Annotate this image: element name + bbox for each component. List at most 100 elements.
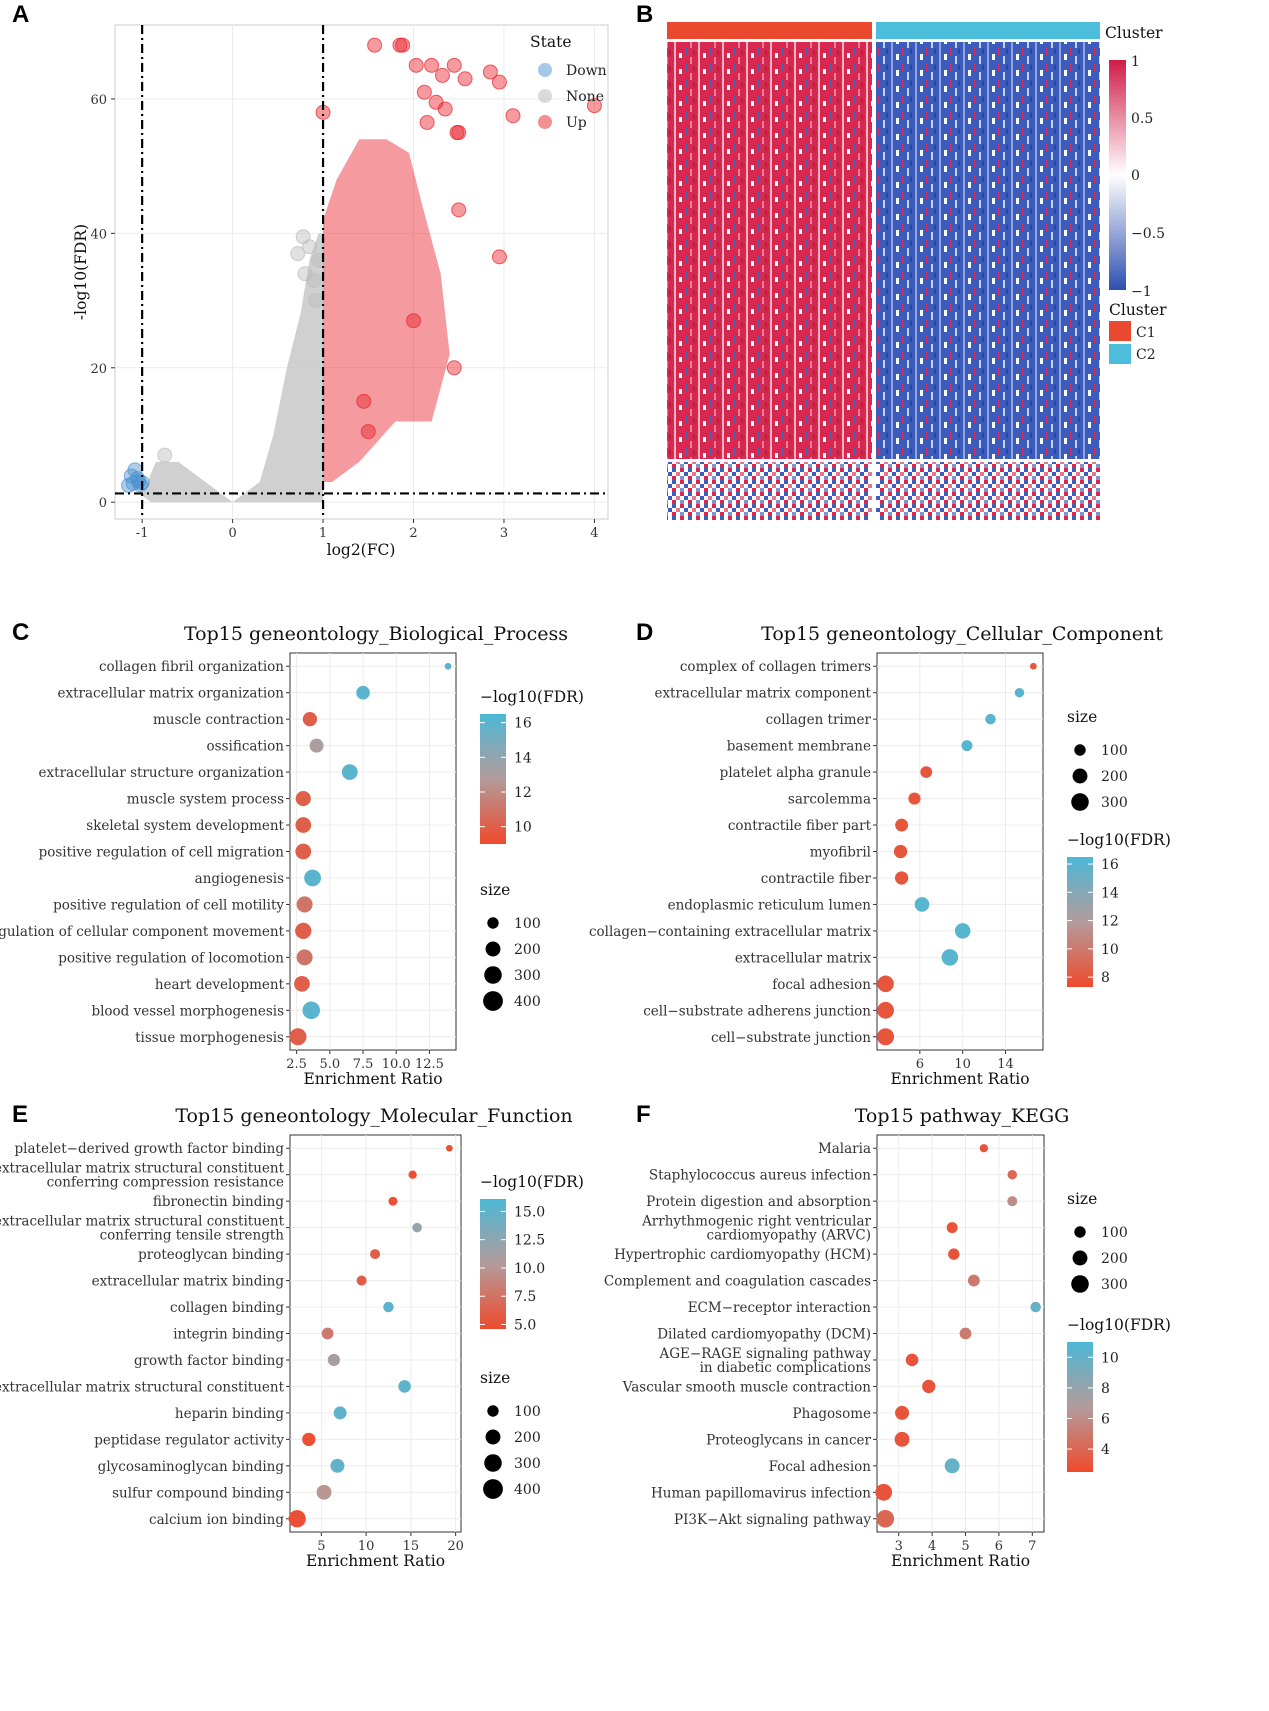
volcano-point-up (482, 64, 498, 80)
fdr-legend-tick: 15.0 (514, 1204, 545, 1220)
dotplot-point (967, 1274, 980, 1287)
dotplot-point (370, 1249, 381, 1260)
dotplot-category-label: cell−substrate junction (711, 1030, 871, 1046)
dotplot-x-tick: 5 (961, 1539, 969, 1554)
fdr-legend-title: −log10(FDR) (1067, 1316, 1171, 1334)
dotplot-category-label: proteoglycan binding (138, 1247, 284, 1263)
volcano-point-up (491, 74, 507, 90)
volcano-point-none (157, 447, 173, 463)
dotplot-category-label: Complement and coagulation cascades (604, 1274, 871, 1290)
dotplot-category-label: muscle system process (127, 792, 284, 808)
size-legend-dot (1071, 793, 1089, 811)
dotplot-category-label: contractile fiber part (728, 818, 872, 834)
legend-down-label: Down (566, 63, 607, 79)
panel-letter-a: A (12, 1, 29, 28)
dotplot-category-label: heparin binding (175, 1406, 284, 1422)
volcano-legend-title: State (530, 33, 572, 51)
dotplot-point (304, 869, 321, 887)
dotplot-category-label: Phagosome (793, 1406, 871, 1422)
dotplot-category-label: Arrhythmogenic right ventricular cardiomy… (641, 1214, 871, 1244)
dotplot-point (296, 896, 313, 913)
heatmap-scale-tick: −1 (1131, 284, 1152, 300)
dotplot-point (877, 1001, 894, 1019)
dotplot-title: Top15 geneontology_Cellular_Component (761, 623, 1163, 645)
dotplot-category-label: integrin binding (173, 1327, 284, 1343)
dotplot-point (383, 1301, 394, 1313)
size-legend-dot (487, 1405, 499, 1417)
fdr-legend-tick: 14 (1101, 885, 1119, 901)
dotplot-category-label: extracellular matrix structural constitu… (0, 1379, 285, 1395)
volcano-y-tick: 60 (90, 93, 107, 108)
legend-none-swatch (538, 89, 552, 103)
volcano-point-up (491, 249, 507, 265)
dotplot-f: Top15 pathway_KEGG Malaria Staphylococcus … (604, 1105, 1171, 1570)
size-legend-label: 200 (514, 942, 541, 958)
dotplot-point (295, 843, 312, 860)
volcano-x-label: log2(FC) (327, 541, 396, 559)
dotplot-x-tick: 5.0 (319, 1057, 340, 1072)
panel-letter-c: C (12, 619, 29, 646)
fdr-legend-tick: 7.5 (514, 1289, 536, 1305)
dotplot-category-label: positive regulation of cellular componen… (0, 924, 285, 940)
heatmap: Cluster 1 0.5 0 −0.5 −1 Cluster C1 C2 (667, 22, 1167, 520)
size-legend-dot (1071, 1275, 1089, 1293)
dotplot-category-label: Staphylococcus aureus infection (649, 1168, 871, 1184)
fdr-legend-colorbar (1067, 1342, 1093, 1472)
fdr-legend-tick: 16 (514, 716, 532, 732)
volcano-point-none (301, 239, 317, 255)
volcano-point-up (356, 393, 372, 409)
legend-c2-label: C2 (1136, 347, 1156, 363)
heatmap-block-c1-down (667, 462, 872, 520)
dotplot-point (905, 1353, 919, 1367)
volcano-y-tick: 40 (90, 227, 107, 242)
dotplot-category-label: PI3K−Akt signaling pathway (674, 1512, 871, 1528)
dotplot-category-label: cell−substrate adherens junction (643, 1003, 871, 1019)
fdr-legend-colorbar (480, 1199, 506, 1329)
dotplot-point (876, 1509, 895, 1528)
dotplot-point (289, 1028, 307, 1046)
dotplot-category-label: AGE−RAGE signaling pathway in diabetic co… (659, 1346, 872, 1376)
volcano-point-up (360, 424, 376, 440)
dotplot-point (408, 1170, 417, 1179)
dotplot-point (295, 817, 312, 833)
size-legend-label: 300 (1101, 795, 1128, 811)
dotplot-point (1007, 1196, 1018, 1207)
volcano-point-up (419, 114, 435, 130)
dotplot-category-label: Vascular smooth muscle contraction (622, 1379, 872, 1395)
legend-c1-swatch (1109, 321, 1131, 341)
size-legend-label: 200 (1101, 1251, 1128, 1267)
dotplot-category-label: Dilated cardiomyopathy (DCM) (657, 1327, 871, 1343)
dotplot-category-label: blood vessel morphogenesis (91, 1003, 284, 1019)
volcano-y-tick: 0 (99, 496, 107, 511)
volcano-x-tick: 0 (228, 526, 236, 541)
size-legend-label: 300 (514, 1456, 541, 1472)
dotplot-category-label: growth factor binding (134, 1353, 284, 1369)
dotplot-category-label: extracellular matrix structural constitu… (0, 1214, 285, 1244)
size-legend-title: size (480, 1369, 510, 1387)
heatmap-block-c2-down (876, 462, 1100, 520)
dotplot-point (333, 1406, 347, 1420)
volcano-point-none (306, 272, 322, 288)
dotplot-e: Top15 geneontology_Molecular_Functionpla… (0, 1105, 584, 1570)
dotplot-category-label: muscle contraction (153, 712, 284, 728)
size-legend-label: 100 (514, 916, 541, 932)
dotplot-x-tick: 6 (916, 1057, 924, 1072)
dotplot-point (941, 949, 959, 966)
panel-letter-d: D (636, 619, 653, 646)
dotplot-point (895, 1405, 910, 1420)
dotplot-category-label: myofibril (810, 845, 871, 861)
dotplot-category-label: endoplasmic reticulum lumen (668, 897, 872, 913)
volcano-point-up (434, 67, 450, 83)
dotplot-category-label: positive regulation of cell migration (39, 845, 285, 861)
dotplot-point (875, 1483, 893, 1501)
dotplot-x-tick: 7 (1028, 1539, 1036, 1554)
dotplot-category-label: contractile fiber (761, 871, 872, 887)
volcano-point-up (424, 57, 440, 73)
size-legend-dot (484, 1454, 502, 1472)
dotplot-title: Top15 geneontology_Biological_Process (184, 623, 568, 645)
dotplot-category-label: tissue morphogenesis (135, 1030, 284, 1046)
dotplot-point (946, 1222, 958, 1234)
dotplot-point (444, 662, 452, 670)
dotplot-point (296, 949, 313, 966)
dotplot-point (894, 1431, 910, 1447)
